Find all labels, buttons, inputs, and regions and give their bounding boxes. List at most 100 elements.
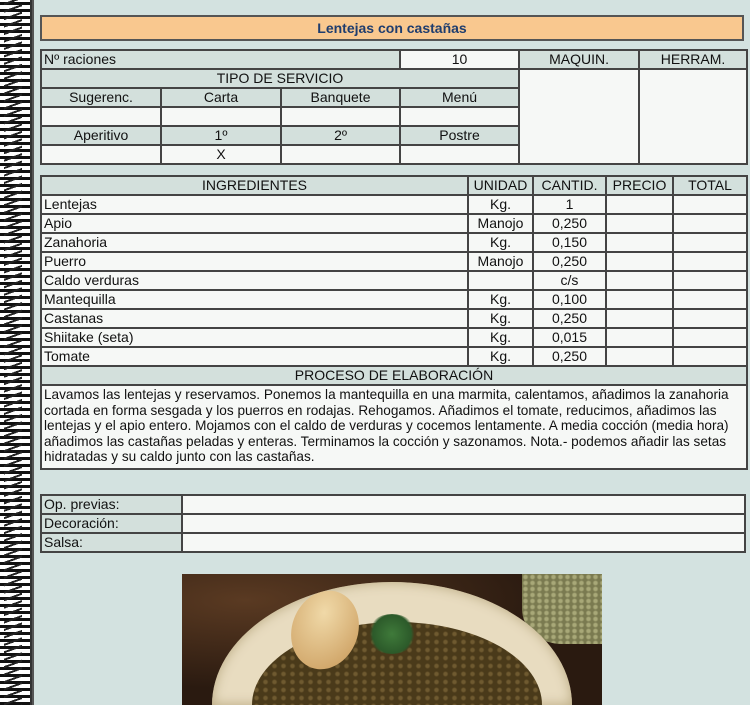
ingredient-unit: Kg. <box>467 232 534 253</box>
ingredient-name: Zanahoria <box>40 232 469 253</box>
ingredient-price <box>605 308 674 329</box>
course-label: Postre <box>399 125 521 146</box>
extra-row: Decoración: <box>40 513 746 534</box>
ingredient-row: Apio Manojo 0,250 <box>40 213 748 234</box>
ingredient-price <box>605 270 674 291</box>
price-header: PRECIO <box>605 175 674 196</box>
ingredient-qty: 1 <box>532 194 607 215</box>
dish-photo <box>182 574 602 705</box>
service-label: Banquete <box>279 87 402 108</box>
extras-table: Op. previas: Decoración: Salsa: <box>40 494 746 553</box>
ingredient-name: Shiitake (seta) <box>40 327 469 348</box>
ingredient-qty: 0,015 <box>532 327 607 348</box>
ingredient-name: Lentejas <box>40 194 469 215</box>
ingredient-row: Caldo verduras c/s <box>40 270 748 291</box>
ingredient-row: Zanahoria Kg. 0,150 <box>40 232 748 253</box>
recipe-card: Lentejas con castañas Nº raciones 10 MAQ… <box>32 0 750 705</box>
extra-row: Op. previas: <box>40 494 746 515</box>
ingredient-row: Puerro Manojo 0,250 <box>40 251 748 272</box>
tipo-servicio-header: TIPO DE SERVICIO <box>39 68 521 89</box>
ingredient-name: Mantequilla <box>40 289 469 310</box>
course-label: Aperitivo <box>40 125 162 146</box>
ingredient-total <box>672 213 748 234</box>
ingredient-qty: c/s <box>532 270 607 291</box>
ingredient-unit: Kg. <box>467 194 534 215</box>
raciones-value: 10 <box>399 49 521 70</box>
ingredient-name: Caldo verduras <box>40 270 469 291</box>
ingredient-name: Tomate <box>40 346 469 367</box>
ingredient-unit: Kg. <box>467 308 534 329</box>
ingredient-price <box>605 251 674 272</box>
ingredient-row: Castanas Kg. 0,250 <box>40 308 748 329</box>
ingredients-header: INGREDIENTES <box>40 175 469 196</box>
ingredient-unit <box>467 270 534 291</box>
service-label: Menú <box>399 87 521 108</box>
qty-header: CANTID. <box>532 175 607 196</box>
ingredients-table: INGREDIENTES UNIDAD CANTID. PRECIO TOTAL… <box>40 175 748 470</box>
ingredient-unit: Manojo <box>467 213 534 234</box>
service-value <box>40 106 162 127</box>
ingredient-price <box>605 327 674 348</box>
ingredient-total <box>672 251 748 272</box>
service-label: Carta <box>160 87 282 108</box>
ingredient-row: Tomate Kg. 0,250 <box>40 346 748 367</box>
ingredient-unit: Kg. <box>467 346 534 367</box>
course-value <box>40 144 162 165</box>
extra-value <box>181 532 746 553</box>
ingredient-name: Apio <box>40 213 469 234</box>
maquinaria-header: MAQUIN. <box>518 49 641 70</box>
service-label: Sugerenc. <box>40 87 162 108</box>
service-value <box>279 106 402 127</box>
ingredient-qty: 0,150 <box>532 232 607 253</box>
extra-label: Salsa: <box>40 532 183 553</box>
ingredient-total <box>672 289 748 310</box>
raciones-label: Nº raciones <box>39 49 402 70</box>
ingredient-total <box>672 346 748 367</box>
ingredient-total <box>672 270 748 291</box>
herramientas-header: HERRAM. <box>638 49 749 70</box>
ingredient-qty: 0,250 <box>532 308 607 329</box>
ingredient-price <box>605 232 674 253</box>
ingredient-unit: Kg. <box>467 327 534 348</box>
course-value: X <box>160 144 282 165</box>
extra-value <box>181 494 746 515</box>
maquinaria-cell <box>518 68 641 165</box>
total-header: TOTAL <box>672 175 748 196</box>
proceso-text: Lavamos las lentejas y reservamos. Ponem… <box>40 384 748 470</box>
service-value <box>160 106 282 127</box>
course-value <box>399 144 521 165</box>
spiral-binding <box>0 0 32 705</box>
ingredient-price <box>605 346 674 367</box>
course-value <box>279 144 402 165</box>
ingredient-qty: 0,250 <box>532 213 607 234</box>
extra-label: Decoración: <box>40 513 183 534</box>
ingredient-total <box>672 308 748 329</box>
service-value <box>399 106 521 127</box>
proceso-header: PROCESO DE ELABORACIÓN <box>40 365 748 386</box>
herb-graphic <box>367 614 417 654</box>
ingredient-row: Shiitake (seta) Kg. 0,015 <box>40 327 748 348</box>
ingredient-name: Puerro <box>40 251 469 272</box>
extra-value <box>181 513 746 534</box>
ingredient-unit: Manojo <box>467 251 534 272</box>
course-label: 2º <box>279 125 402 146</box>
unit-header: UNIDAD <box>467 175 534 196</box>
ingredient-price <box>605 194 674 215</box>
service-table: Nº raciones 10 MAQUIN. HERRAM. TIPO DE S… <box>39 49 749 165</box>
ingredient-qty: 0,250 <box>532 346 607 367</box>
herramientas-cell <box>638 68 749 165</box>
recipe-title: Lentejas con castañas <box>40 15 744 41</box>
extra-row: Salsa: <box>40 532 746 553</box>
ingredient-price <box>605 289 674 310</box>
ingredient-unit: Kg. <box>467 289 534 310</box>
ingredient-qty: 0,250 <box>532 251 607 272</box>
ingredient-price <box>605 213 674 234</box>
ingredient-qty: 0,100 <box>532 289 607 310</box>
ingredient-total <box>672 327 748 348</box>
ingredient-total <box>672 194 748 215</box>
extra-label: Op. previas: <box>40 494 183 515</box>
ingredient-row: Mantequilla Kg. 0,100 <box>40 289 748 310</box>
ingredient-total <box>672 232 748 253</box>
course-label: 1º <box>160 125 282 146</box>
ingredient-name: Castanas <box>40 308 469 329</box>
